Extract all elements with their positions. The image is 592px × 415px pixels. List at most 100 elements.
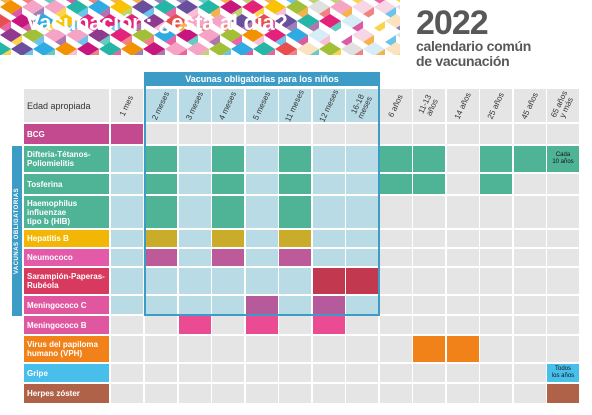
row-label: BCG bbox=[24, 124, 109, 144]
schedule-cell bbox=[413, 196, 445, 228]
row-label: Difteria-Tétanos- Poliomielitis bbox=[24, 146, 109, 172]
schedule-cell bbox=[346, 196, 378, 228]
vaccine-dose-mark bbox=[313, 268, 345, 294]
column-header-bg bbox=[313, 89, 345, 122]
column-header: 65 años y más bbox=[547, 89, 579, 122]
column-header-label: 6 años bbox=[386, 92, 405, 119]
schedule-cell bbox=[246, 249, 278, 266]
vaccine-dose-mark bbox=[145, 230, 177, 247]
column-header-bg bbox=[346, 89, 378, 122]
schedule-cell bbox=[447, 364, 479, 382]
schedule-cell bbox=[547, 249, 579, 266]
column-header-bg bbox=[212, 89, 244, 122]
schedule-cell bbox=[246, 336, 278, 362]
schedule-cell bbox=[111, 230, 143, 247]
vaccine-dose-mark bbox=[212, 230, 244, 247]
mosaic-tile bbox=[341, 42, 363, 55]
column-header-label: 5 meses bbox=[251, 89, 273, 121]
schedule-cell bbox=[313, 196, 345, 228]
vaccine-dose-mark bbox=[145, 249, 177, 266]
vaccine-dose-mark bbox=[279, 230, 311, 247]
mandatory-side-bar bbox=[12, 146, 22, 316]
mosaic-tile bbox=[221, 49, 231, 55]
vaccine-dose-mark bbox=[447, 336, 479, 362]
schedule-cell bbox=[111, 384, 143, 403]
vaccine-dose-mark bbox=[212, 249, 244, 266]
column-header: 4 meses bbox=[212, 89, 244, 122]
vaccine-dose-mark bbox=[547, 384, 579, 403]
schedule-cell bbox=[313, 124, 345, 144]
schedule-cell bbox=[447, 384, 479, 403]
column-header: 2 meses bbox=[145, 89, 177, 122]
schedule-cell bbox=[145, 268, 177, 294]
schedule-cell bbox=[547, 268, 579, 294]
column-header-label: 3 meses bbox=[184, 89, 206, 121]
schedule-cell bbox=[447, 230, 479, 247]
vaccine-dose-mark bbox=[111, 124, 143, 144]
schedule-cell bbox=[514, 316, 546, 334]
mandatory-side-label-wrap: VACUNAS OBLIGATORIAS bbox=[12, 146, 22, 316]
schedule-cell bbox=[413, 249, 445, 266]
schedule-cell bbox=[246, 124, 278, 144]
schedule-cell bbox=[313, 384, 345, 403]
column-header-label: 4 meses bbox=[217, 89, 239, 121]
mosaic-tile bbox=[11, 42, 33, 55]
vaccine-dose-mark bbox=[279, 174, 311, 194]
column-header: 5 meses bbox=[246, 89, 278, 122]
schedule-cell bbox=[514, 364, 546, 382]
schedule-cell bbox=[179, 296, 211, 314]
mosaic-tile bbox=[231, 42, 253, 55]
schedule-cell bbox=[380, 268, 412, 294]
schedule-cell bbox=[514, 336, 546, 362]
schedule-cell bbox=[346, 174, 378, 194]
subtitle-line-2: de vacunación bbox=[416, 53, 510, 69]
schedule-cell bbox=[380, 384, 412, 403]
schedule-cell bbox=[111, 296, 143, 314]
schedule-cell bbox=[380, 336, 412, 362]
schedule-cell bbox=[111, 364, 143, 382]
schedule-cell bbox=[346, 296, 378, 314]
schedule-cell bbox=[547, 336, 579, 362]
mosaic-tile bbox=[77, 42, 99, 55]
schedule-cell bbox=[313, 174, 345, 194]
row-label: Meningococo C bbox=[24, 296, 109, 314]
vaccine-dose-mark bbox=[313, 316, 345, 334]
row-label: Meningococo B bbox=[24, 316, 109, 334]
schedule-cell bbox=[346, 316, 378, 334]
vaccine-dose-mark bbox=[179, 316, 211, 334]
mosaic-tile bbox=[165, 42, 187, 55]
vaccine-dose-mark bbox=[547, 364, 579, 382]
column-header-bg bbox=[480, 89, 512, 122]
year-label: 2022 bbox=[416, 4, 489, 42]
vaccine-dose-mark bbox=[212, 174, 244, 194]
schedule-cell bbox=[145, 336, 177, 362]
schedule-cell bbox=[111, 196, 143, 228]
schedule-cell bbox=[514, 384, 546, 403]
schedule-cell bbox=[380, 316, 412, 334]
mosaic-tile bbox=[111, 49, 121, 55]
schedule-cell bbox=[480, 124, 512, 144]
schedule-cell bbox=[145, 384, 177, 403]
vaccine-dose-mark bbox=[212, 196, 244, 228]
mosaic-tile bbox=[396, 4, 400, 10]
schedule-cell bbox=[380, 364, 412, 382]
mosaic-tile bbox=[0, 14, 11, 28]
schedule-cell bbox=[246, 364, 278, 382]
mosaic-tile bbox=[121, 42, 143, 55]
column-header-bg bbox=[547, 89, 579, 122]
mosaic-tile bbox=[99, 42, 121, 55]
mosaic-tile bbox=[23, 49, 33, 55]
mosaic-tile bbox=[265, 49, 275, 55]
schedule-cell bbox=[346, 336, 378, 362]
mosaic-tile bbox=[385, 42, 400, 55]
column-header-bg bbox=[111, 89, 143, 122]
schedule-cell bbox=[447, 146, 479, 172]
column-header: 3 meses bbox=[179, 89, 211, 122]
schedule-cell bbox=[413, 316, 445, 334]
schedule-cell bbox=[480, 249, 512, 266]
column-header: 11 meses bbox=[279, 88, 311, 123]
mandatory-side-label: VACUNAS OBLIGATORIAS bbox=[14, 187, 20, 275]
schedule-cell bbox=[279, 336, 311, 362]
schedule-cell bbox=[145, 296, 177, 314]
mosaic-tile bbox=[331, 49, 341, 55]
